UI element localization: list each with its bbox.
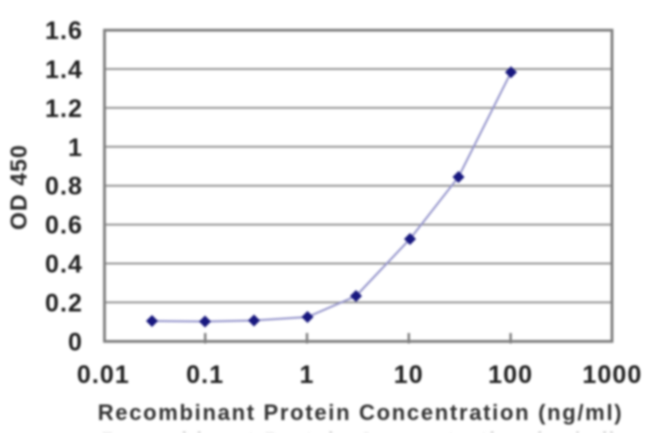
svg-text:10: 10 xyxy=(394,361,424,389)
svg-text:1000: 1000 xyxy=(582,361,642,389)
svg-text:Recombinant Protein Concentrat: Recombinant Protein Concentration (ng/ml… xyxy=(101,429,618,433)
svg-text:1.2: 1.2 xyxy=(45,95,83,123)
svg-text:1.6: 1.6 xyxy=(45,17,83,45)
svg-text:Recombinant Protein Concentrat: Recombinant Protein Concentration (ng/ml… xyxy=(98,400,624,425)
svg-text:OD 450: OD 450 xyxy=(6,144,32,230)
svg-text:0.01: 0.01 xyxy=(77,361,130,389)
svg-text:0.2: 0.2 xyxy=(45,289,83,317)
svg-text:100: 100 xyxy=(488,361,533,389)
svg-text:0.1: 0.1 xyxy=(186,361,224,389)
svg-text:1: 1 xyxy=(68,134,83,162)
svg-text:0: 0 xyxy=(68,328,83,356)
svg-text:1.4: 1.4 xyxy=(45,56,83,84)
svg-text:0.8: 0.8 xyxy=(45,173,83,201)
svg-text:1: 1 xyxy=(299,361,314,389)
svg-text:0.4: 0.4 xyxy=(45,251,83,279)
svg-text:0.6: 0.6 xyxy=(45,212,83,240)
